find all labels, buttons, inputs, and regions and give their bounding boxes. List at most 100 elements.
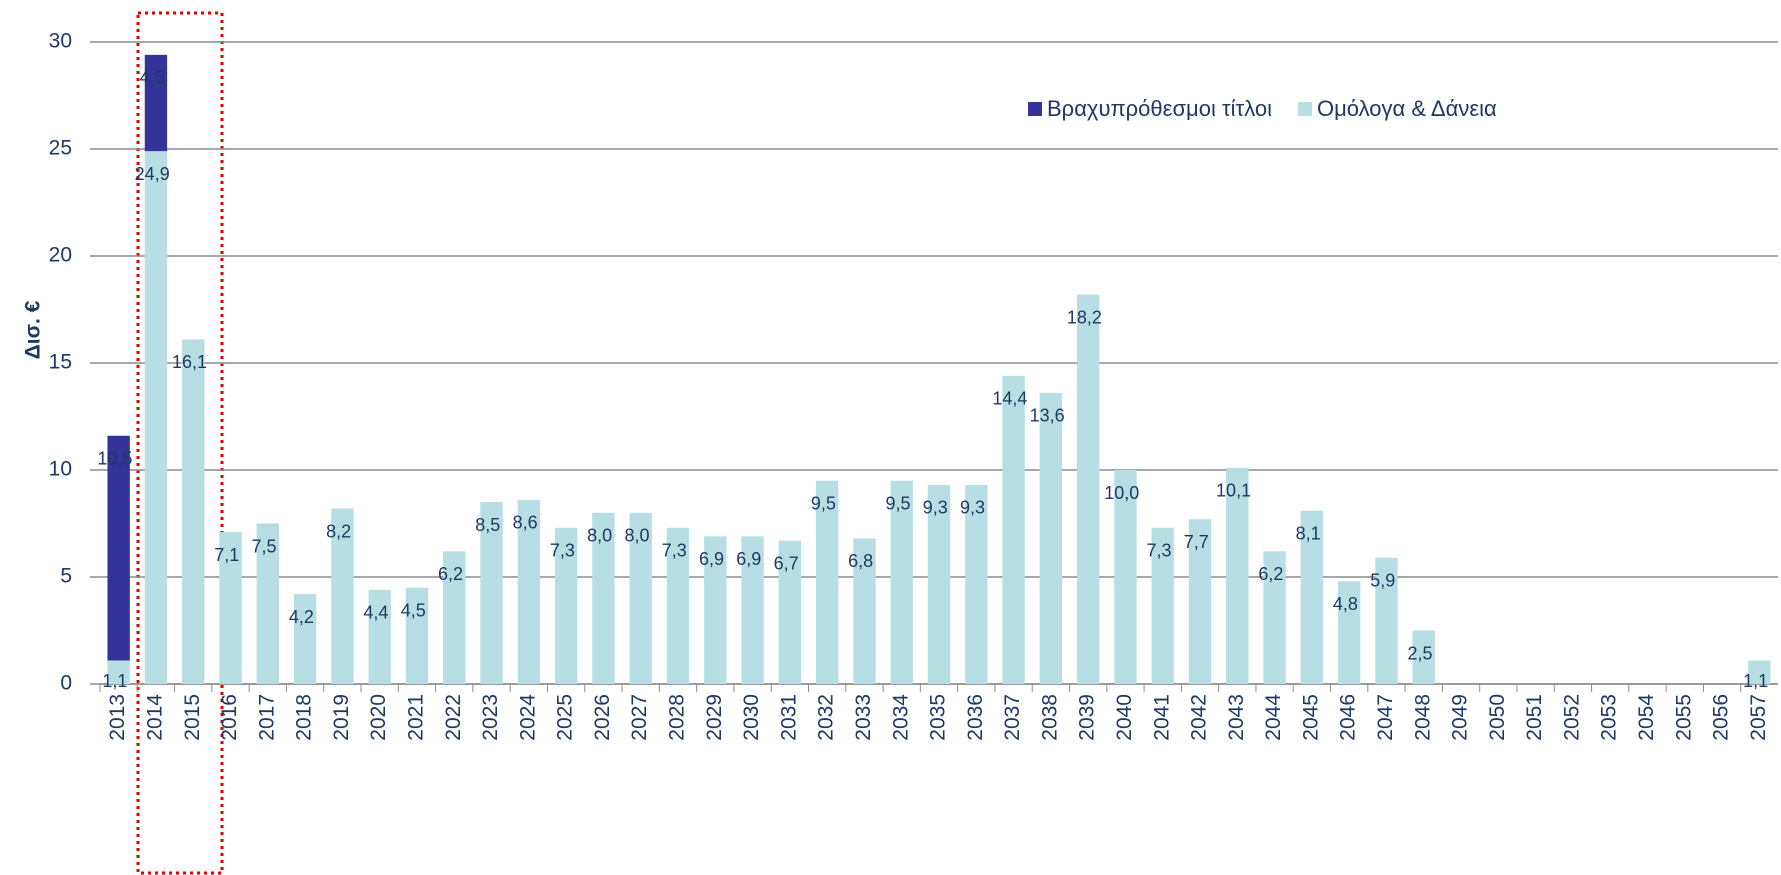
y-tick-label: 10 xyxy=(49,458,72,481)
x-tick-label: 2033 xyxy=(852,694,875,741)
legend-swatch xyxy=(1028,102,1042,116)
data-label: 7,7 xyxy=(1184,532,1209,552)
x-tick-label: 2043 xyxy=(1225,694,1248,741)
data-label: 8,1 xyxy=(1296,523,1321,543)
data-label: 6,2 xyxy=(438,564,463,584)
legend-label: Βραχυπρόθεσμοι τίτλοι xyxy=(1047,96,1272,121)
x-tick-label: 2016 xyxy=(218,694,241,741)
bar-segment xyxy=(1375,557,1398,684)
y-tick-label: 25 xyxy=(49,137,72,160)
x-tick-label: 2034 xyxy=(889,694,912,741)
data-label: 6,2 xyxy=(1258,564,1283,584)
x-tick-label: 2027 xyxy=(628,694,651,741)
x-tick-label: 2041 xyxy=(1150,694,1173,741)
x-tick-label: 2057 xyxy=(1747,694,1770,741)
x-tick-label: 2042 xyxy=(1188,694,1211,741)
x-tick-label: 2052 xyxy=(1560,694,1583,741)
bar-segment xyxy=(1748,660,1771,684)
bar-segment xyxy=(182,339,205,684)
x-tick-label: 2054 xyxy=(1635,694,1658,741)
x-tick-label: 2023 xyxy=(479,694,502,741)
x-tick-label: 2055 xyxy=(1672,694,1695,741)
data-label: 8,0 xyxy=(587,526,612,546)
x-tick-label: 2035 xyxy=(927,694,950,741)
data-label: 14,4 xyxy=(992,389,1027,409)
bar-segment xyxy=(1151,527,1174,684)
bar-segment xyxy=(293,594,317,684)
data-label: 8,2 xyxy=(326,521,351,541)
data-label: 10,0 xyxy=(1104,483,1139,503)
data-label: 9,5 xyxy=(885,493,910,513)
data-label: 7,3 xyxy=(1146,541,1171,561)
data-label: 16,1 xyxy=(172,352,207,372)
data-label: 10,5 xyxy=(97,449,132,469)
bar-segment xyxy=(443,551,466,684)
legend-swatch xyxy=(1298,102,1312,116)
x-tick-label: 2024 xyxy=(516,694,539,741)
bar-segment xyxy=(107,435,130,661)
data-label: 1,1 xyxy=(1743,671,1768,691)
data-label: 7,5 xyxy=(252,536,277,556)
x-tick-label: 2048 xyxy=(1411,694,1434,741)
bar-segment xyxy=(1076,294,1100,684)
bar-segment xyxy=(256,523,279,684)
data-label: 7,1 xyxy=(214,545,239,565)
bar-segment xyxy=(107,660,130,684)
data-label: 8,5 xyxy=(475,515,500,535)
data-label: 7,3 xyxy=(662,541,687,561)
x-tick-label: 2051 xyxy=(1523,694,1546,741)
x-tick-label: 2045 xyxy=(1299,694,1322,741)
x-tick-label: 2020 xyxy=(367,694,390,741)
bar-segment xyxy=(965,484,988,684)
bar-segment xyxy=(331,508,354,684)
bar-segment xyxy=(368,589,391,684)
x-tick-label: 2029 xyxy=(703,694,726,741)
x-tick-label: 2014 xyxy=(143,694,166,741)
bar-segment xyxy=(405,587,429,684)
x-tick-label: 2056 xyxy=(1710,694,1733,741)
data-label: 4,5 xyxy=(140,68,165,88)
bar-segment xyxy=(853,538,876,684)
x-tick-label: 2031 xyxy=(777,694,800,741)
data-label: 5,9 xyxy=(1370,570,1395,590)
bar-segment xyxy=(1114,470,1137,684)
bar-segment xyxy=(480,502,503,684)
data-label: 24,9 xyxy=(135,164,170,184)
data-label: 9,5 xyxy=(811,493,836,513)
bar-segment xyxy=(592,512,615,684)
y-tick-label: 30 xyxy=(49,30,72,53)
bar-segment xyxy=(890,480,913,684)
bar-segment xyxy=(1263,551,1286,684)
data-label: 10,1 xyxy=(1216,481,1251,501)
x-tick-label: 2013 xyxy=(106,694,129,741)
data-label: 9,3 xyxy=(960,498,985,518)
bar-segment xyxy=(927,484,951,684)
bar-segment xyxy=(1188,519,1212,684)
data-label: 18,2 xyxy=(1067,307,1102,327)
x-tick-label: 2037 xyxy=(1001,694,1024,741)
x-tick-label: 2025 xyxy=(554,694,577,741)
data-label: 8,0 xyxy=(624,526,649,546)
y-tick-label: 0 xyxy=(60,672,72,695)
bar-segment xyxy=(554,527,578,684)
x-tick-label: 2050 xyxy=(1486,694,1509,741)
bar-segment xyxy=(1002,375,1025,684)
y-tick-label: 20 xyxy=(49,244,72,267)
data-label: 2,5 xyxy=(1408,643,1433,663)
bar-segment xyxy=(1412,630,1435,684)
data-label: 6,8 xyxy=(848,551,873,571)
x-tick-label: 2040 xyxy=(1113,694,1136,741)
y-tick-label: 15 xyxy=(49,351,72,374)
x-tick-label: 2047 xyxy=(1374,694,1397,741)
data-label: 6,7 xyxy=(774,553,799,573)
x-tick-label: 2015 xyxy=(181,694,204,741)
data-label: 6,9 xyxy=(736,549,761,569)
bar-segment xyxy=(1039,392,1063,684)
x-tick-label: 2036 xyxy=(964,694,987,741)
bar-segment xyxy=(815,480,839,684)
bar-segment xyxy=(144,54,168,152)
y-tick-label: 5 xyxy=(60,565,72,588)
data-label: 4,8 xyxy=(1333,594,1358,614)
bar-segment xyxy=(741,536,764,684)
